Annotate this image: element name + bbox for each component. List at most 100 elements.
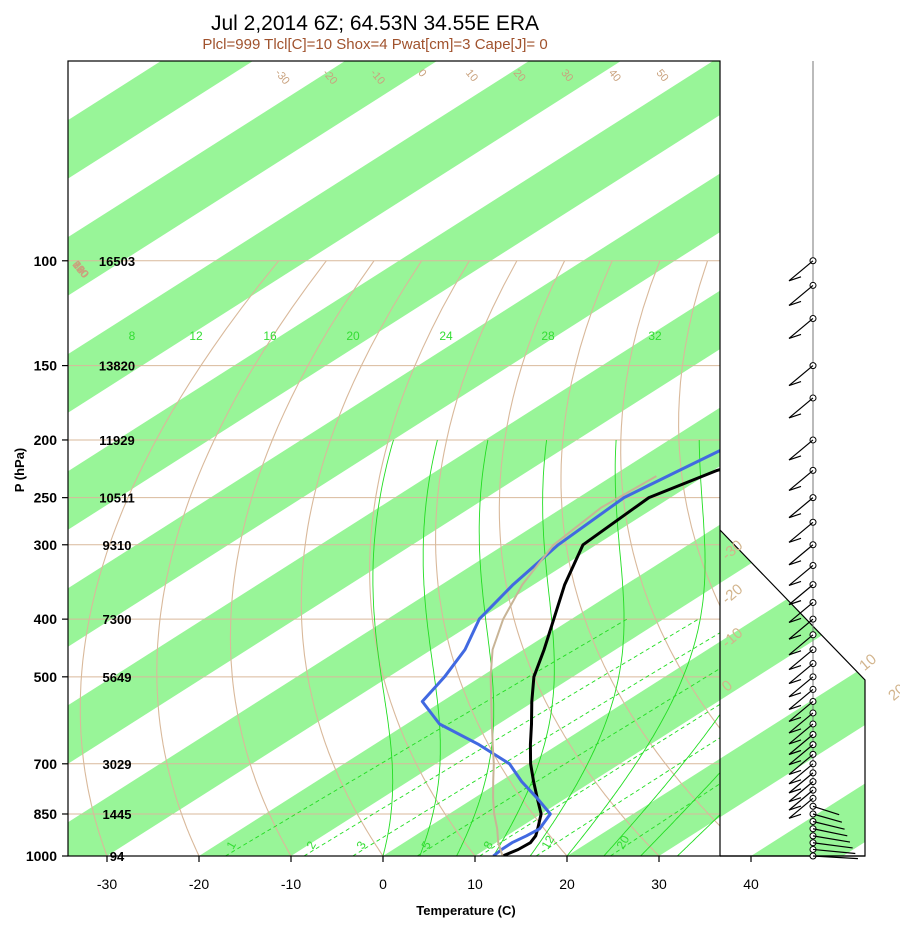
moist-adiabat xyxy=(529,439,625,856)
pressure-tick-label: 400 xyxy=(34,611,58,627)
dry-adiabat xyxy=(156,260,327,856)
dry-adiabat xyxy=(300,260,423,856)
isotherm-band xyxy=(68,61,865,856)
dry-adiabat xyxy=(435,260,568,856)
wind-barb-flag xyxy=(788,739,802,745)
wind-barb-shaft xyxy=(788,601,814,623)
wind-barb-flag xyxy=(788,813,802,819)
isotherm-label: -20 xyxy=(719,581,747,608)
y-axis-label: P (hPa) xyxy=(12,448,27,493)
wind-barb-flag xyxy=(788,728,802,734)
dry-adiabat xyxy=(369,260,476,856)
wind-barb-shaft xyxy=(812,855,858,860)
wind-barb-shaft xyxy=(788,649,814,671)
moist-adiabat xyxy=(372,439,394,856)
wind-barb-flag xyxy=(788,600,802,606)
wind-barb-shaft xyxy=(788,584,814,606)
wind-barb-shaft xyxy=(788,700,814,722)
temperature-tick-label: -10 xyxy=(281,876,301,892)
dry-adiabat xyxy=(894,261,900,856)
wind-barb-flag xyxy=(788,485,802,491)
pressure-tick-label: 850 xyxy=(34,806,58,822)
chart-title: Jul 2,2014 6Z; 64.53N 34.55E ERA xyxy=(211,12,539,35)
wind-barb-flag xyxy=(788,650,802,656)
dry-adiabat-label: 50 xyxy=(654,67,671,84)
height-label: 7300 xyxy=(103,612,132,627)
wind-barb-shaft xyxy=(812,813,843,823)
temperature-tick-label: 0 xyxy=(379,876,387,892)
wind-barb-shaft xyxy=(812,828,848,837)
moist-adiabat-label: 32 xyxy=(648,329,662,343)
wind-barb-shaft xyxy=(812,842,853,849)
temperature-tick-label: 20 xyxy=(559,876,575,892)
dewpoint-line xyxy=(420,448,720,856)
wind-barb-shaft xyxy=(812,835,851,843)
wind-barb-flag xyxy=(788,769,802,775)
dry-adiabat xyxy=(498,260,660,856)
wind-barb-shaft xyxy=(788,797,814,819)
wind-barb-flag xyxy=(788,805,802,811)
wind-barb-shaft xyxy=(788,521,814,543)
wind-barb-flag xyxy=(788,665,802,671)
frame xyxy=(62,60,866,862)
wind-barb-shaft xyxy=(788,763,814,785)
dry-adiabat-label: 40 xyxy=(606,67,623,84)
dry-adiabat xyxy=(560,260,720,827)
height-label: 1445 xyxy=(103,807,132,822)
wind-barb-shaft xyxy=(788,365,814,387)
wind-barb-flag xyxy=(788,455,802,461)
wind-barb-flag xyxy=(788,381,802,387)
wind-barb-flag xyxy=(788,617,802,624)
mixing-ratio-line xyxy=(303,618,699,856)
pressure-tick-label: 500 xyxy=(34,669,58,685)
wind-barb-shaft xyxy=(788,318,814,339)
dry-adiabat xyxy=(79,260,280,856)
wind-barb-flag xyxy=(788,413,802,419)
dry-adiabat xyxy=(842,261,900,856)
wind-barb-flag xyxy=(788,788,802,794)
height-label: 10511 xyxy=(99,491,134,506)
pressure-tick-label: 150 xyxy=(34,358,58,374)
wind-barb-flag xyxy=(788,716,802,723)
temperature-tick-label: -30 xyxy=(97,876,117,892)
moist-adiabat-label: 12 xyxy=(189,329,203,343)
moist-adiabat xyxy=(677,814,720,856)
height-label: 16503 xyxy=(99,254,135,269)
pressure-tick-label: 1000 xyxy=(26,848,57,864)
mixing-ratio-label: 12 xyxy=(538,833,557,852)
isotherm-label: 10 xyxy=(856,651,880,675)
wind-barb-shaft xyxy=(788,744,814,766)
wind-barb-flag xyxy=(788,779,802,785)
temperature-tick-label: 10 xyxy=(467,876,483,892)
pressure-tick-label: 200 xyxy=(34,432,58,448)
parcel-line xyxy=(489,475,657,856)
chart-subtitle: Plcl=999 Tlcl[C]=10 Shox=4 Pwat[cm]=3 Ca… xyxy=(202,36,547,53)
wind-barb-shaft xyxy=(788,676,814,698)
height-label: 5649 xyxy=(103,670,132,685)
wind-barb-flag xyxy=(788,560,802,566)
moist-adiabat xyxy=(566,439,706,856)
wind-barb-shaft xyxy=(788,734,814,755)
wind-barb-flag xyxy=(788,580,802,587)
moist-adiabat-label: 16 xyxy=(263,329,277,343)
moist-adiabat-label: 28 xyxy=(541,329,555,343)
wind-barb-shaft xyxy=(788,772,814,794)
moist-adiabat-label: 24 xyxy=(439,329,453,343)
height-label: 94 xyxy=(110,849,125,864)
wind-barb-shaft xyxy=(788,397,814,419)
pressure-tick-label: 700 xyxy=(34,756,58,772)
wind-barb-flag xyxy=(788,760,802,766)
wind-barb-shaft xyxy=(788,497,814,519)
mixing-ratio-line xyxy=(535,737,720,856)
wind-barb-flag xyxy=(788,537,802,543)
moist-adiabat xyxy=(603,713,720,856)
mixing-ratio-line xyxy=(479,703,720,856)
height-label: 3029 xyxy=(103,757,132,772)
dry-adiabat-label: 10 xyxy=(463,67,480,84)
wind-barb-shaft xyxy=(788,789,814,811)
wind-barb-shaft xyxy=(812,848,856,855)
dry-adiabat xyxy=(789,261,900,856)
wind-barb-shaft xyxy=(788,544,814,566)
wind-barb-shaft xyxy=(788,688,814,710)
